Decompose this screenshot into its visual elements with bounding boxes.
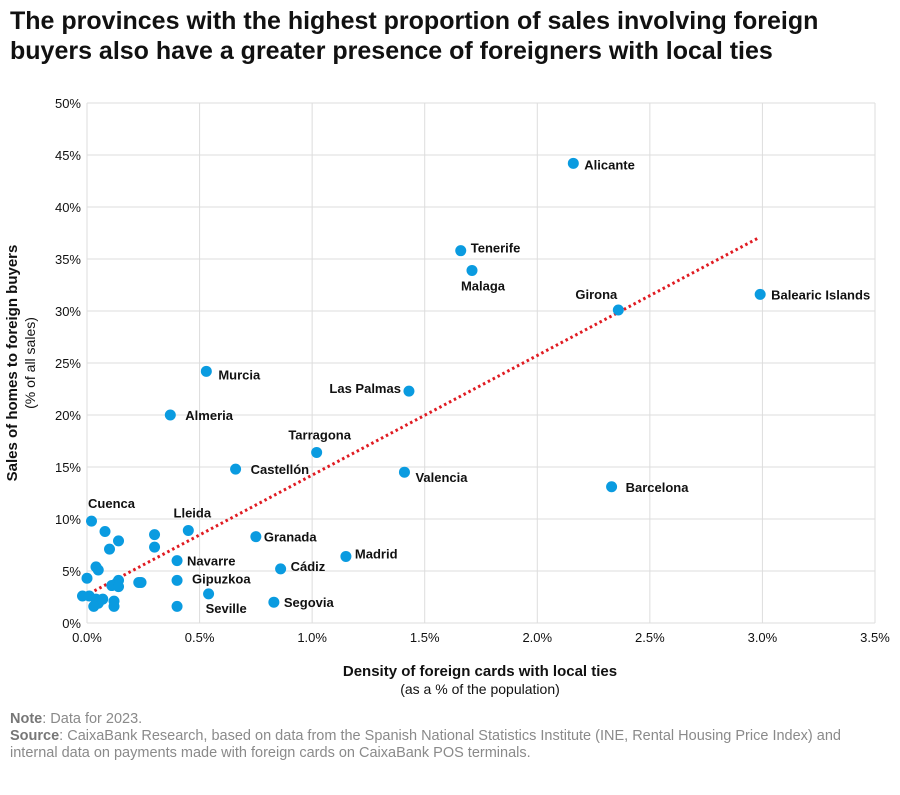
point-label: Las Palmas (329, 381, 401, 396)
data-point (81, 572, 93, 584)
point-label: Balearic Islands (771, 287, 870, 302)
point-label: Valencia (415, 470, 468, 485)
x-tick-label: 3.0% (748, 630, 778, 645)
point-label: Alicante (584, 157, 635, 172)
point-label: Castellón (251, 462, 310, 477)
data-point-las-palmas (403, 385, 415, 397)
tick-labels: 0% 5% 10% 15% 20% 25% 30% 35% 40% 45% 50% 0.0% 0.5% 1… (55, 96, 890, 645)
x-tick-label: 2.5% (635, 630, 665, 645)
data-point-alicante (567, 157, 579, 169)
grid (86, 102, 876, 624)
y-tick-label: 5% (62, 564, 81, 579)
x-tick-label: 0.0% (72, 630, 102, 645)
data-point-c-diz (275, 563, 287, 575)
y-axis-label: Sales of homes to foreign buyers (4, 245, 21, 482)
note-label: Note (10, 711, 43, 727)
point-labels: Alicante Tenerife Malaga Balearic Islands Gi… (88, 157, 870, 616)
point-label: Granada (264, 530, 318, 545)
data-point (149, 529, 161, 541)
source-text: : CaixaBank Research, based on data from… (10, 728, 841, 761)
point-label: Malaga (461, 278, 506, 293)
point-label: Lleida (174, 505, 212, 520)
x-axis-sublabel: (as a % of the population) (400, 681, 560, 697)
y-tick-label: 25% (55, 356, 81, 371)
data-point-navarre (171, 555, 183, 567)
data-point-murcia (200, 365, 212, 377)
point-label: Cuenca (88, 496, 136, 511)
trendline (84, 236, 759, 598)
data-point (97, 593, 109, 605)
note-line: Note: Data for 2023. (10, 711, 890, 728)
data-point-seville (203, 588, 215, 600)
x-tick-label: 3.5% (860, 630, 890, 645)
x-tick-label: 2.0% (522, 630, 552, 645)
y-tick-label: 10% (55, 512, 81, 527)
note-text: : Data for 2023. (42, 711, 143, 727)
point-label: Girona (575, 287, 618, 302)
data-point-tenerife (455, 245, 467, 257)
data-point-gipuzkoa (171, 574, 183, 586)
data-point (88, 600, 100, 612)
data-point-almeria (164, 409, 176, 421)
point-label: Gipuzkoa (192, 571, 251, 586)
scatter-chart: Alicante Tenerife Malaga Balearic Islands Gi… (4, 96, 890, 697)
point-label: Almeria (185, 408, 233, 423)
y-tick-label: 45% (55, 148, 81, 163)
data-point-castell-n (230, 463, 242, 475)
source-label: Source (10, 728, 60, 744)
data-point-barcelona (606, 481, 618, 493)
y-tick-label: 40% (55, 200, 81, 215)
x-tick-label: 1.5% (410, 630, 440, 645)
data-point-granada (250, 531, 262, 543)
point-label: Seville (206, 601, 247, 616)
data-point (92, 564, 104, 576)
data-point (99, 525, 111, 537)
x-axis-label: Density of foreign cards with local ties (343, 663, 617, 680)
point-label: Murcia (218, 367, 261, 382)
data-point-madrid (340, 550, 352, 562)
chart-notes: Note: Data for 2023. Source: CaixaBank R… (10, 711, 890, 762)
y-tick-label: 20% (55, 408, 81, 423)
point-label: Segovia (284, 595, 335, 610)
point-label: Barcelona (626, 480, 690, 495)
data-point-valencia (398, 466, 410, 478)
y-tick-label: 0% (62, 616, 81, 631)
data-point-balearic-islands (754, 288, 766, 300)
data-point-cuenca (86, 515, 98, 527)
point-label: Tenerife (471, 241, 521, 256)
data-point (149, 541, 161, 553)
data-point-malaga (466, 264, 478, 276)
y-tick-label: 30% (55, 304, 81, 319)
data-point-lleida (182, 524, 194, 536)
data-point (104, 543, 116, 555)
y-tick-label: 15% (55, 460, 81, 475)
point-label: Tarragona (288, 427, 351, 442)
x-tick-label: 1.0% (297, 630, 327, 645)
source-line: Source: CaixaBank Research, based on dat… (10, 728, 890, 762)
point-label: Cádiz (291, 559, 326, 574)
y-axis-sublabel: (% of all sales) (22, 317, 38, 409)
y-tick-label: 35% (55, 252, 81, 267)
point-label: Madrid (355, 546, 398, 561)
points (76, 157, 766, 612)
data-point (113, 581, 125, 593)
data-point (171, 600, 183, 612)
point-label: Navarre (187, 554, 235, 569)
data-point (108, 600, 120, 612)
y-tick-label: 50% (55, 96, 81, 111)
data-point-segovia (268, 596, 280, 608)
data-point-girona (612, 304, 624, 316)
x-tick-label: 0.5% (185, 630, 215, 645)
data-point (113, 535, 125, 547)
data-point-tarragona (311, 446, 323, 458)
trendline-layer (84, 236, 759, 598)
data-point (135, 576, 147, 588)
chart-title: The provinces with the highest proportio… (10, 7, 819, 65)
